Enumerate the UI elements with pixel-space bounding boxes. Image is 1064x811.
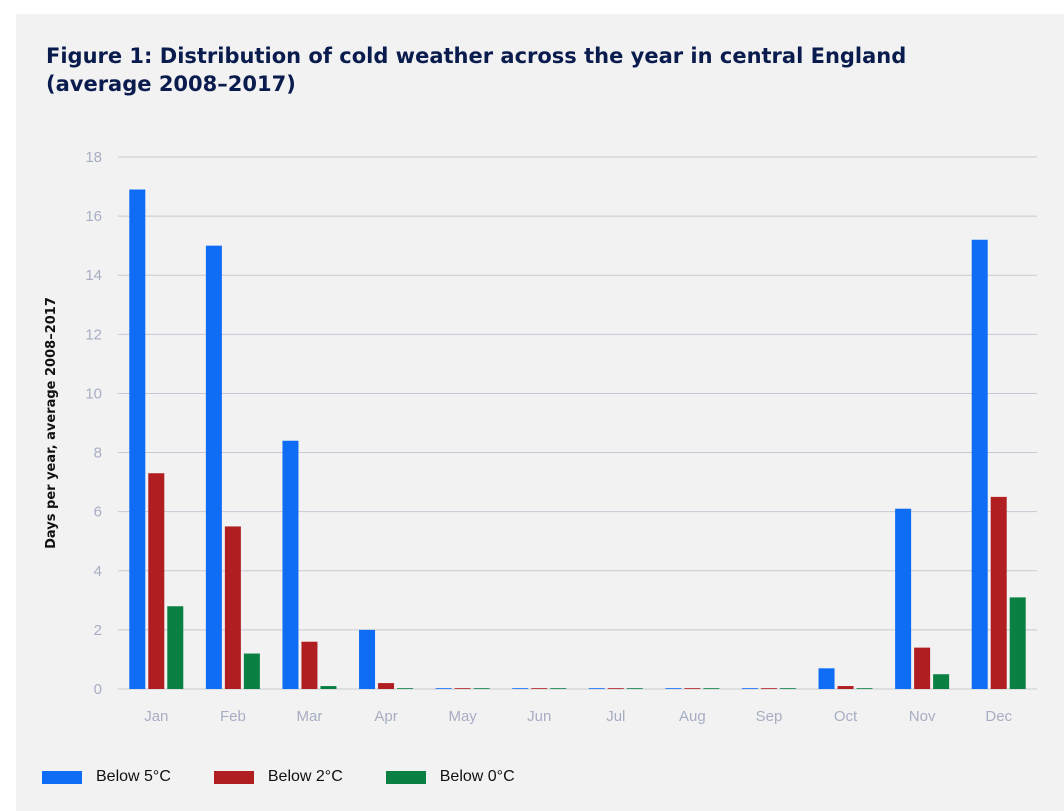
chart-card (16, 14, 1064, 811)
bar (990, 496, 1007, 689)
y-tick-label: 8 (94, 445, 102, 462)
bar (933, 674, 950, 689)
x-tick-label: Dec (985, 708, 1012, 725)
bar (320, 686, 337, 689)
y-tick-label: 2 (94, 622, 102, 639)
bar (531, 688, 548, 689)
legend-swatch (42, 770, 82, 784)
legend-item-below-0: Below 0°C (385, 768, 515, 786)
bar (359, 629, 376, 689)
bar (224, 526, 241, 689)
bar (129, 189, 146, 689)
y-axis-ticks: 0 2 4 6 8 10 12 14 16 18 (85, 149, 102, 698)
bar (818, 668, 835, 689)
bar (512, 688, 529, 689)
legend-label: Below 2°C (267, 768, 343, 785)
x-tick-label: Jan (144, 708, 168, 725)
bar (684, 688, 701, 689)
x-tick-label: May (448, 708, 477, 725)
bar (167, 606, 184, 689)
x-tick-label: Feb (220, 708, 246, 725)
bar (837, 686, 854, 689)
bar (856, 688, 873, 689)
legend-label: Below 0°C (439, 768, 515, 785)
chart-title: Figure 1: Distribution of cold weather a… (46, 44, 907, 96)
bar (397, 688, 414, 689)
y-tick-label: 14 (85, 267, 102, 284)
y-tick-label: 4 (94, 563, 102, 580)
bar (148, 473, 165, 689)
bar (703, 688, 720, 689)
bar (760, 688, 777, 689)
bar (779, 688, 796, 689)
x-tick-label: Sep (756, 708, 783, 725)
bar (282, 440, 299, 689)
legend-swatch (385, 770, 426, 784)
x-tick-label: Aug (679, 708, 706, 725)
bar (665, 688, 682, 689)
bar (243, 653, 260, 689)
bar (205, 245, 222, 689)
bar (473, 688, 490, 689)
y-tick-label: 18 (85, 149, 102, 166)
x-tick-label: Nov (909, 708, 936, 725)
legend-item-below-5: Below 5°C (42, 768, 171, 786)
legend-swatch (213, 770, 254, 784)
bar (454, 688, 471, 689)
x-tick-label: Jun (527, 708, 551, 725)
bar (301, 641, 318, 689)
gridlines (118, 156, 1037, 690)
bars (129, 189, 1026, 689)
bar (914, 647, 931, 689)
x-tick-label: Mar (297, 708, 323, 725)
bar (626, 688, 643, 689)
legend-label: Below 5°C (96, 768, 171, 785)
y-tick-label: 0 (94, 681, 102, 698)
bar (971, 239, 988, 689)
bar (435, 688, 452, 689)
bar (550, 688, 567, 689)
y-tick-label: 16 (85, 208, 102, 225)
x-axis-ticks: Jan Feb Mar Apr May Jun Jul Aug Sep Oct Nov Dec (144, 708, 1012, 725)
y-tick-label: 10 (85, 385, 102, 402)
bar (741, 688, 758, 689)
bar (607, 688, 624, 689)
bar (378, 683, 395, 689)
y-tick-label: 12 (85, 326, 102, 343)
x-tick-label: Oct (834, 708, 858, 725)
bar (895, 508, 912, 689)
bar (588, 688, 605, 689)
x-tick-label: Apr (374, 708, 397, 725)
bar-chart: 0 2 4 6 8 10 12 14 16 18 Jan Feb Mar Apr May Jun Jul Aug… (44, 149, 1037, 725)
y-axis-label: Days per year, average 2008–2017 (44, 297, 59, 549)
legend-item-below-2: Below 2°C (213, 768, 343, 786)
x-tick-label: Jul (606, 708, 625, 725)
bar (1009, 597, 1026, 689)
legend: Below 5°C Below 2°C Below 0°C (42, 766, 558, 788)
y-tick-label: 6 (94, 504, 102, 521)
